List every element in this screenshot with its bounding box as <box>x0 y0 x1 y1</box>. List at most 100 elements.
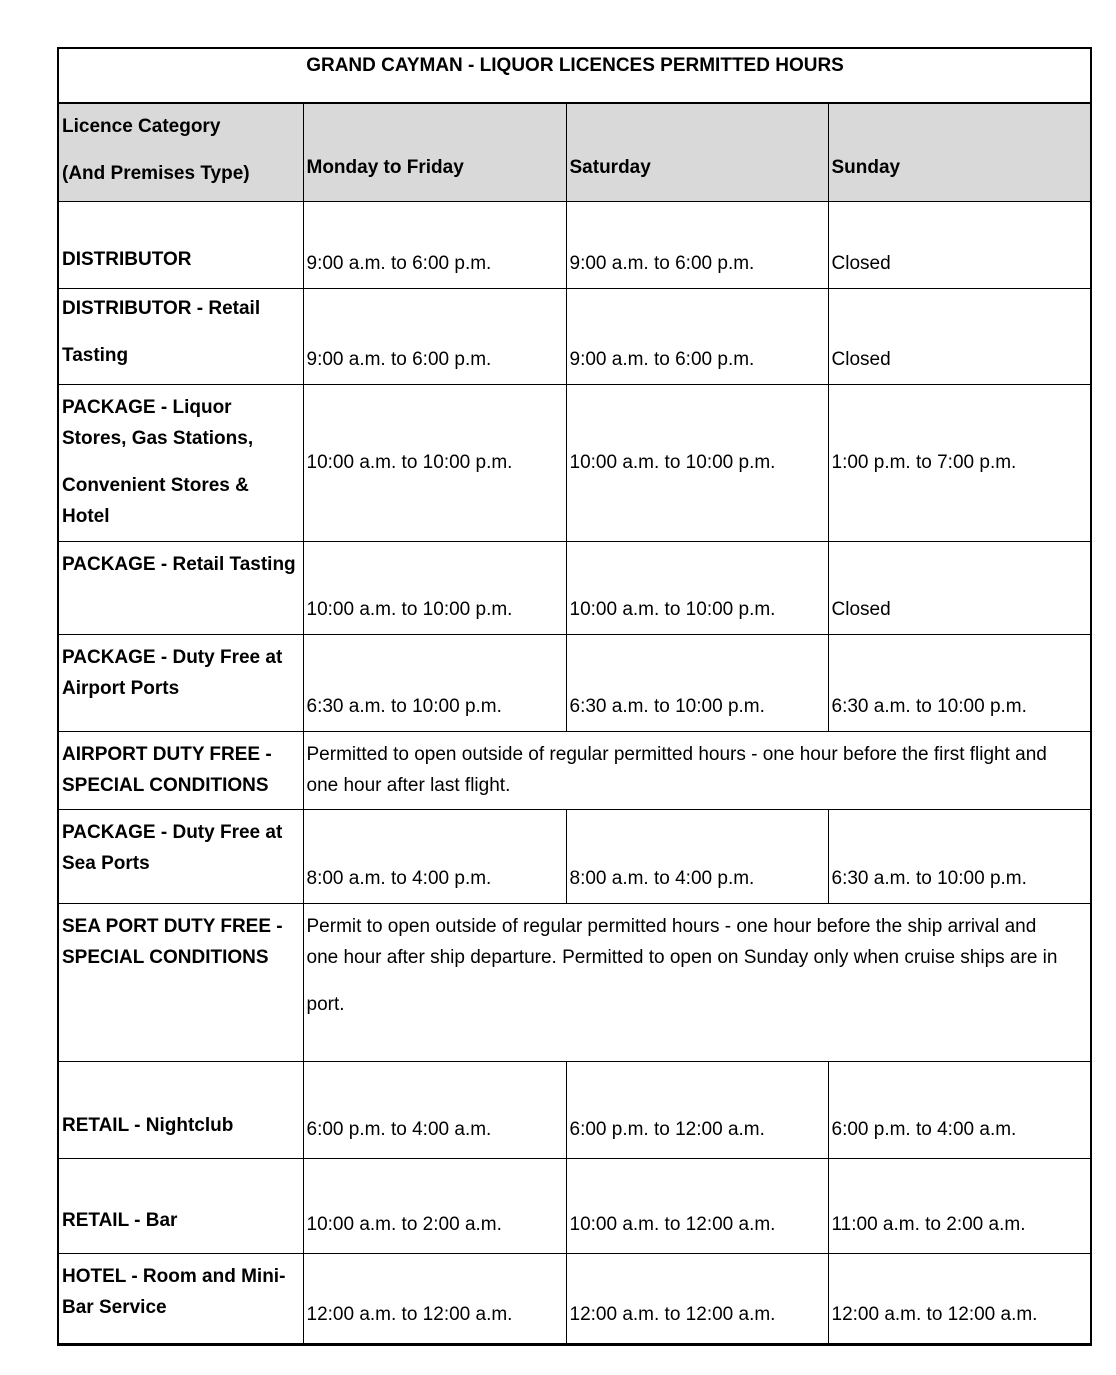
hours-text: 1:00 p.m. to 7:00 p.m. <box>831 451 1017 473</box>
hours-cell-mon-fri: 6:00 p.m. to 4:00 a.m. <box>302 1060 567 1159</box>
hours-text: 6:30 a.m. to 10:00 p.m. <box>306 695 502 717</box>
hours-cell-mon-fri: 10:00 a.m. to 10:00 p.m. <box>302 540 567 635</box>
hours-cell-saturday: 10:00 a.m. to 10:00 p.m. <box>565 383 829 542</box>
hours-text: 9:00 a.m. to 6:00 p.m. <box>306 348 492 370</box>
hours-text: 6:00 p.m. to 4:00 a.m. <box>306 1118 492 1140</box>
category-text: SEA PORT DUTY FREE - SPECIAL CONDITIONS <box>62 915 283 968</box>
special-conditions-text: Permitted to open outside of regular per… <box>306 743 1047 796</box>
header-saturday-label: Saturday <box>569 156 651 178</box>
header-cell-sunday: Sunday <box>827 102 1092 202</box>
hours-cell-saturday: 10:00 a.m. to 10:00 p.m. <box>565 540 829 635</box>
table-row: SEA PORT DUTY FREE - SPECIAL CONDITIONS … <box>57 902 1092 1062</box>
hours-cell-saturday: 6:00 p.m. to 12:00 a.m. <box>565 1060 829 1159</box>
category-text: Tasting <box>62 344 129 366</box>
hours-text: 9:00 a.m. to 6:00 p.m. <box>569 252 755 274</box>
hours-cell-saturday: 8:00 a.m. to 4:00 p.m. <box>565 808 829 904</box>
category-cell: RETAIL - Bar <box>57 1157 304 1254</box>
hours-cell-saturday: 9:00 a.m. to 6:00 p.m. <box>565 200 829 289</box>
hours-text: 6:00 p.m. to 12:00 a.m. <box>569 1118 765 1140</box>
permitted-hours-table: GRAND CAYMAN - LIQUOR LICENCES PERMITTED… <box>57 47 1093 1346</box>
hours-cell-mon-fri: 12:00 a.m. to 12:00 a.m. <box>302 1252 567 1346</box>
category-text: RETAIL - Nightclub <box>62 1114 234 1136</box>
title-row: GRAND CAYMAN - LIQUOR LICENCES PERMITTED… <box>57 47 1092 104</box>
hours-cell-saturday: 10:00 a.m. to 12:00 a.m. <box>565 1157 829 1254</box>
hours-text: 10:00 a.m. to 12:00 a.m. <box>569 1213 776 1235</box>
hours-cell-sunday: Closed <box>827 200 1092 289</box>
category-cell: DISTRIBUTOR <box>57 200 304 289</box>
category-text: PACKAGE - Duty Free at Sea Ports <box>62 821 283 874</box>
hours-cell-saturday: 12:00 a.m. to 12:00 a.m. <box>565 1252 829 1346</box>
hours-cell-sunday: 1:00 p.m. to 7:00 p.m. <box>827 383 1092 542</box>
hours-text: Closed <box>831 348 891 370</box>
special-conditions-text: port. <box>306 993 345 1015</box>
hours-text: 6:30 a.m. to 10:00 p.m. <box>831 695 1027 717</box>
hours-cell-mon-fri: 8:00 a.m. to 4:00 p.m. <box>302 808 567 904</box>
category-text: PACKAGE - Duty Free at Airport Ports <box>62 646 283 699</box>
hours-cell-sunday: 6:30 a.m. to 10:00 p.m. <box>827 633 1092 732</box>
hours-cell-saturday: 9:00 a.m. to 6:00 p.m. <box>565 287 829 385</box>
table-row: AIRPORT DUTY FREE - SPECIAL CONDITIONS P… <box>57 730 1092 810</box>
hours-cell-mon-fri: 10:00 a.m. to 2:00 a.m. <box>302 1157 567 1254</box>
hours-cell-sunday: 12:00 a.m. to 12:00 a.m. <box>827 1252 1092 1346</box>
category-cell: AIRPORT DUTY FREE - SPECIAL CONDITIONS <box>57 730 304 810</box>
hours-text: 6:00 p.m. to 4:00 a.m. <box>831 1118 1017 1140</box>
hours-text: 10:00 a.m. to 10:00 p.m. <box>306 451 513 473</box>
hours-text: 8:00 a.m. to 4:00 p.m. <box>569 867 755 889</box>
table-row: PACKAGE - Liquor Stores, Gas Stations, C… <box>57 383 1092 542</box>
category-text: HOTEL - Room and Mini-Bar Service <box>62 1265 286 1318</box>
category-cell: PACKAGE - Duty Free at Airport Ports <box>57 633 304 732</box>
header-category-line-2: (And Premises Type) <box>62 163 250 184</box>
special-conditions-cell: Permit to open outside of regular permit… <box>302 902 1092 1062</box>
category-cell: SEA PORT DUTY FREE - SPECIAL CONDITIONS <box>57 902 304 1062</box>
category-cell: PACKAGE - Retail Tasting <box>57 540 304 635</box>
hours-cell-sunday: Closed <box>827 540 1092 635</box>
table-title-text: GRAND CAYMAN - LIQUOR LICENCES PERMITTED… <box>306 55 844 76</box>
category-text: PACKAGE - Retail Tasting <box>62 553 296 575</box>
category-text: DISTRIBUTOR <box>62 248 192 270</box>
hours-text: 12:00 a.m. to 12:00 a.m. <box>831 1303 1038 1325</box>
header-cell-saturday: Saturday <box>565 102 829 202</box>
category-cell: PACKAGE - Liquor Stores, Gas Stations, C… <box>57 383 304 542</box>
category-cell: DISTRIBUTOR - Retail Tasting <box>57 287 304 385</box>
category-cell: HOTEL - Room and Mini-Bar Service <box>57 1252 304 1346</box>
hours-text: Closed <box>831 252 891 274</box>
hours-cell-mon-fri: 6:30 a.m. to 10:00 p.m. <box>302 633 567 732</box>
hours-text: 6:30 a.m. to 10:00 p.m. <box>569 695 765 717</box>
header-mon-fri-label: Monday to Friday <box>306 156 464 178</box>
hours-cell-sunday: 6:30 a.m. to 10:00 p.m. <box>827 808 1092 904</box>
hours-text: 10:00 a.m. to 10:00 p.m. <box>569 451 776 473</box>
table-row: RETAIL - Nightclub 6:00 p.m. to 4:00 a.m… <box>57 1060 1092 1159</box>
hours-text: 10:00 a.m. to 10:00 p.m. <box>306 598 513 620</box>
hours-cell-sunday: 11:00 a.m. to 2:00 a.m. <box>827 1157 1092 1254</box>
special-conditions-text: Permit to open outside of regular permit… <box>306 915 1058 968</box>
category-text: AIRPORT DUTY FREE - SPECIAL CONDITIONS <box>62 743 272 796</box>
header-sunday-label: Sunday <box>831 156 901 178</box>
table-row: HOTEL - Room and Mini-Bar Service 12:00 … <box>57 1252 1092 1346</box>
table-title: GRAND CAYMAN - LIQUOR LICENCES PERMITTED… <box>57 47 1092 104</box>
hours-text: 12:00 a.m. to 12:00 a.m. <box>569 1303 776 1325</box>
header-cell-mon-fri: Monday to Friday <box>302 102 567 202</box>
table-row: PACKAGE - Duty Free at Sea Ports 8:00 a.… <box>57 808 1092 904</box>
table-row: DISTRIBUTOR - Retail Tasting 9:00 a.m. t… <box>57 287 1092 385</box>
hours-cell-mon-fri: 10:00 a.m. to 10:00 p.m. <box>302 383 567 542</box>
category-text: PACKAGE - Liquor Stores, Gas Stations, <box>62 396 254 449</box>
hours-cell-sunday: Closed <box>827 287 1092 385</box>
hours-cell-mon-fri: 9:00 a.m. to 6:00 p.m. <box>302 287 567 385</box>
hours-text: 9:00 a.m. to 6:00 p.m. <box>306 252 492 274</box>
hours-text: 12:00 a.m. to 12:00 a.m. <box>306 1303 513 1325</box>
hours-text: 10:00 a.m. to 2:00 a.m. <box>306 1213 502 1235</box>
table-row: PACKAGE - Retail Tasting 10:00 a.m. to 1… <box>57 540 1092 635</box>
hours-text: 11:00 a.m. to 2:00 a.m. <box>831 1213 1026 1235</box>
header-row: Licence Category (And Premises Type) Mon… <box>57 102 1092 202</box>
hours-cell-saturday: 6:30 a.m. to 10:00 p.m. <box>565 633 829 732</box>
special-conditions-cell: Permitted to open outside of regular per… <box>302 730 1092 810</box>
category-text: Convenient Stores & Hotel <box>62 474 249 527</box>
hours-text: 10:00 a.m. to 10:00 p.m. <box>569 598 776 620</box>
hours-text: 9:00 a.m. to 6:00 p.m. <box>569 348 755 370</box>
header-cell-category: Licence Category (And Premises Type) <box>57 102 304 202</box>
table-row: DISTRIBUTOR 9:00 a.m. to 6:00 p.m. 9:00 … <box>57 200 1092 289</box>
hours-cell-sunday: 6:00 p.m. to 4:00 a.m. <box>827 1060 1092 1159</box>
table-row: PACKAGE - Duty Free at Airport Ports 6:3… <box>57 633 1092 732</box>
category-text: RETAIL - Bar <box>62 1209 178 1231</box>
